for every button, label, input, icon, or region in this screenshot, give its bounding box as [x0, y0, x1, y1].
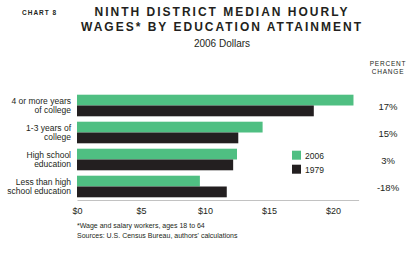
bars — [77, 95, 353, 198]
legend-label: 1979 — [305, 165, 324, 175]
x-axis: $0 $5 $10 $15 $20 — [72, 200, 359, 216]
tick-label: $5 — [136, 206, 146, 216]
category-label: 4 or more yearsof college — [11, 96, 71, 115]
tick: $10 — [198, 200, 213, 216]
percent-change-label: 17% — [378, 101, 398, 112]
tick: $5 — [136, 200, 146, 216]
legend: 2006 1979 — [292, 151, 324, 175]
tick-label: $15 — [262, 206, 277, 216]
bar — [77, 176, 200, 187]
tick-label: $20 — [326, 206, 341, 216]
tick-label: $10 — [198, 206, 213, 216]
legend-item: 2006 — [292, 151, 324, 161]
chart: CHART 8 NINTH DISTRICT MEDIAN HOURLYWAGES… — [0, 0, 415, 263]
title: NINTH DISTRICT MEDIAN HOURLYWAGES* BY ED… — [81, 5, 363, 34]
y-axis: 4 or more yearsof college 1-3 years ofcol… — [7, 96, 77, 196]
tick: High schooleducation — [27, 150, 77, 169]
legend-item: 1979 — [292, 165, 324, 175]
category-label: 1-3 years ofcollege — [26, 123, 72, 142]
legend-swatch — [292, 151, 301, 160]
tick-label: $0 — [72, 206, 82, 216]
bar — [77, 122, 263, 133]
tick: 1-3 years ofcollege — [26, 123, 77, 142]
bar — [77, 95, 353, 106]
chart-label: CHART 8 — [22, 9, 57, 16]
bar — [77, 187, 227, 198]
percent-change-title: PERCENTCHANGE — [370, 60, 407, 75]
tick: 4 or more yearsof college — [11, 96, 77, 115]
percent-change-label: -18% — [377, 182, 400, 193]
bar — [77, 106, 314, 117]
footnote: Sources: U.S. Census Bureau, authors' ca… — [77, 232, 238, 239]
legend-label: 2006 — [305, 151, 324, 161]
tick: $15 — [262, 200, 277, 216]
category-label: Less than highschool education — [7, 177, 71, 196]
percent-change-label: 3% — [381, 155, 395, 166]
tick: $0 — [72, 200, 82, 216]
bar — [77, 160, 233, 171]
legend-swatch — [292, 165, 301, 174]
subtitle: 2006 Dollars — [194, 38, 250, 49]
percent-change-label: 15% — [378, 128, 398, 139]
bar — [77, 149, 237, 160]
category-label: High schooleducation — [27, 150, 72, 169]
axis-line — [78, 200, 360, 201]
tick: Less than highschool education — [7, 177, 77, 196]
tick: $20 — [326, 200, 341, 216]
bar — [77, 133, 238, 144]
footnote: *Wage and salary workers, ages 18 to 64 — [77, 222, 205, 230]
